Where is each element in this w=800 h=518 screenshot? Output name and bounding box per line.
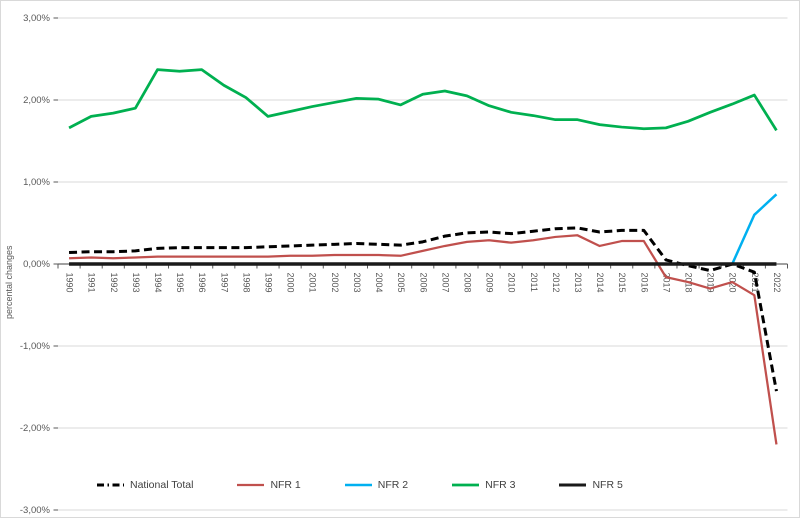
x-axis-tick-label: 1993 <box>131 273 141 293</box>
x-axis-tick-label: 1995 <box>175 273 185 293</box>
x-axis-tick-label: 2022 <box>772 273 782 293</box>
y-axis-tick-label: -3,00% <box>20 505 51 516</box>
x-axis-tick-label: 2006 <box>418 273 428 293</box>
x-axis-tick-label: 2005 <box>396 273 406 293</box>
x-axis-tick-label: 2007 <box>440 273 450 293</box>
series-line-national-total <box>68 226 778 392</box>
x-axis-tick-label: 2009 <box>485 273 495 293</box>
legend-item-nfr-3[interactable]: NFR 3 <box>452 479 515 491</box>
x-axis-tick-label: 2001 <box>308 273 318 293</box>
legend-item-national-total[interactable]: National Total <box>97 479 193 491</box>
x-axis-tick-label: 2002 <box>330 273 340 293</box>
y-axis-tick-label: 0,00% <box>23 259 50 270</box>
legend-marker-national-total-icon <box>97 483 124 487</box>
legend-marker-nfr-5-icon <box>559 483 587 487</box>
x-axis-tick-label: 1996 <box>197 273 207 293</box>
y-axis-tick-label: -2,00% <box>20 423 51 434</box>
x-axis-tick-label: 2011 <box>529 273 539 292</box>
legend-item-nfr-5[interactable]: NFR 5 <box>559 479 623 491</box>
legend-label: NFR 3 <box>485 479 516 491</box>
legend-item-nfr-1[interactable]: NFR 1 <box>237 479 301 491</box>
y-axis-tick-label: 3,00% <box>23 13 50 24</box>
x-axis-tick-label: 2012 <box>551 273 561 293</box>
legend-label: NFR 1 <box>270 479 301 491</box>
x-axis-tick-label: 1991 <box>87 273 97 293</box>
x-axis-tick-label: 2016 <box>639 273 649 293</box>
y-axis-tick-label: 1,00% <box>23 177 50 188</box>
y-axis-tick-label: -1,00% <box>20 341 51 352</box>
x-axis-tick-label: 2015 <box>617 273 627 293</box>
legend-label: National Total <box>130 479 194 491</box>
x-axis-tick-label: 2003 <box>352 273 362 293</box>
x-axis-tick-label: 1997 <box>219 273 229 293</box>
x-axis-tick-label: 2014 <box>595 273 605 293</box>
series-line-nfr-2 <box>731 193 778 265</box>
y-axis-title: percental changes <box>4 245 14 319</box>
x-axis-tick-label: 2019 <box>706 273 716 293</box>
x-axis-tick-label: 1999 <box>264 273 274 293</box>
x-axis-tick-label: 2004 <box>374 273 384 293</box>
x-axis-tick-label: 2013 <box>573 273 583 293</box>
x-axis-tick-label: 1990 <box>65 273 75 293</box>
x-axis-tick-label: 2017 <box>661 273 671 293</box>
x-axis-tick-label: 2008 <box>462 273 472 293</box>
x-axis-tick-label: 2000 <box>286 273 296 293</box>
legend-label: NFR 2 <box>377 479 409 491</box>
series-line-nfr-1 <box>69 234 778 445</box>
series-line-nfr-3 <box>68 68 778 132</box>
x-axis-tick-label: 1994 <box>153 273 163 293</box>
legend-item-nfr-2[interactable]: NFR 2 <box>344 479 409 491</box>
legend-marker-nfr-1-icon <box>237 483 265 487</box>
y-axis-tick-label: 2,00% <box>23 95 50 106</box>
legend-label: NFR 5 <box>592 479 623 491</box>
x-axis-tick-label: 1992 <box>109 273 119 293</box>
legend-marker-nfr-3-icon <box>452 483 480 487</box>
x-axis-tick-label: 2010 <box>507 273 517 293</box>
x-axis-tick-label: 1998 <box>241 273 251 293</box>
chart-legend: National Total NFR 1 NFR 2 NFR 3 NFR 5 <box>1 479 799 491</box>
legend-marker-nfr-2-icon <box>344 483 372 487</box>
